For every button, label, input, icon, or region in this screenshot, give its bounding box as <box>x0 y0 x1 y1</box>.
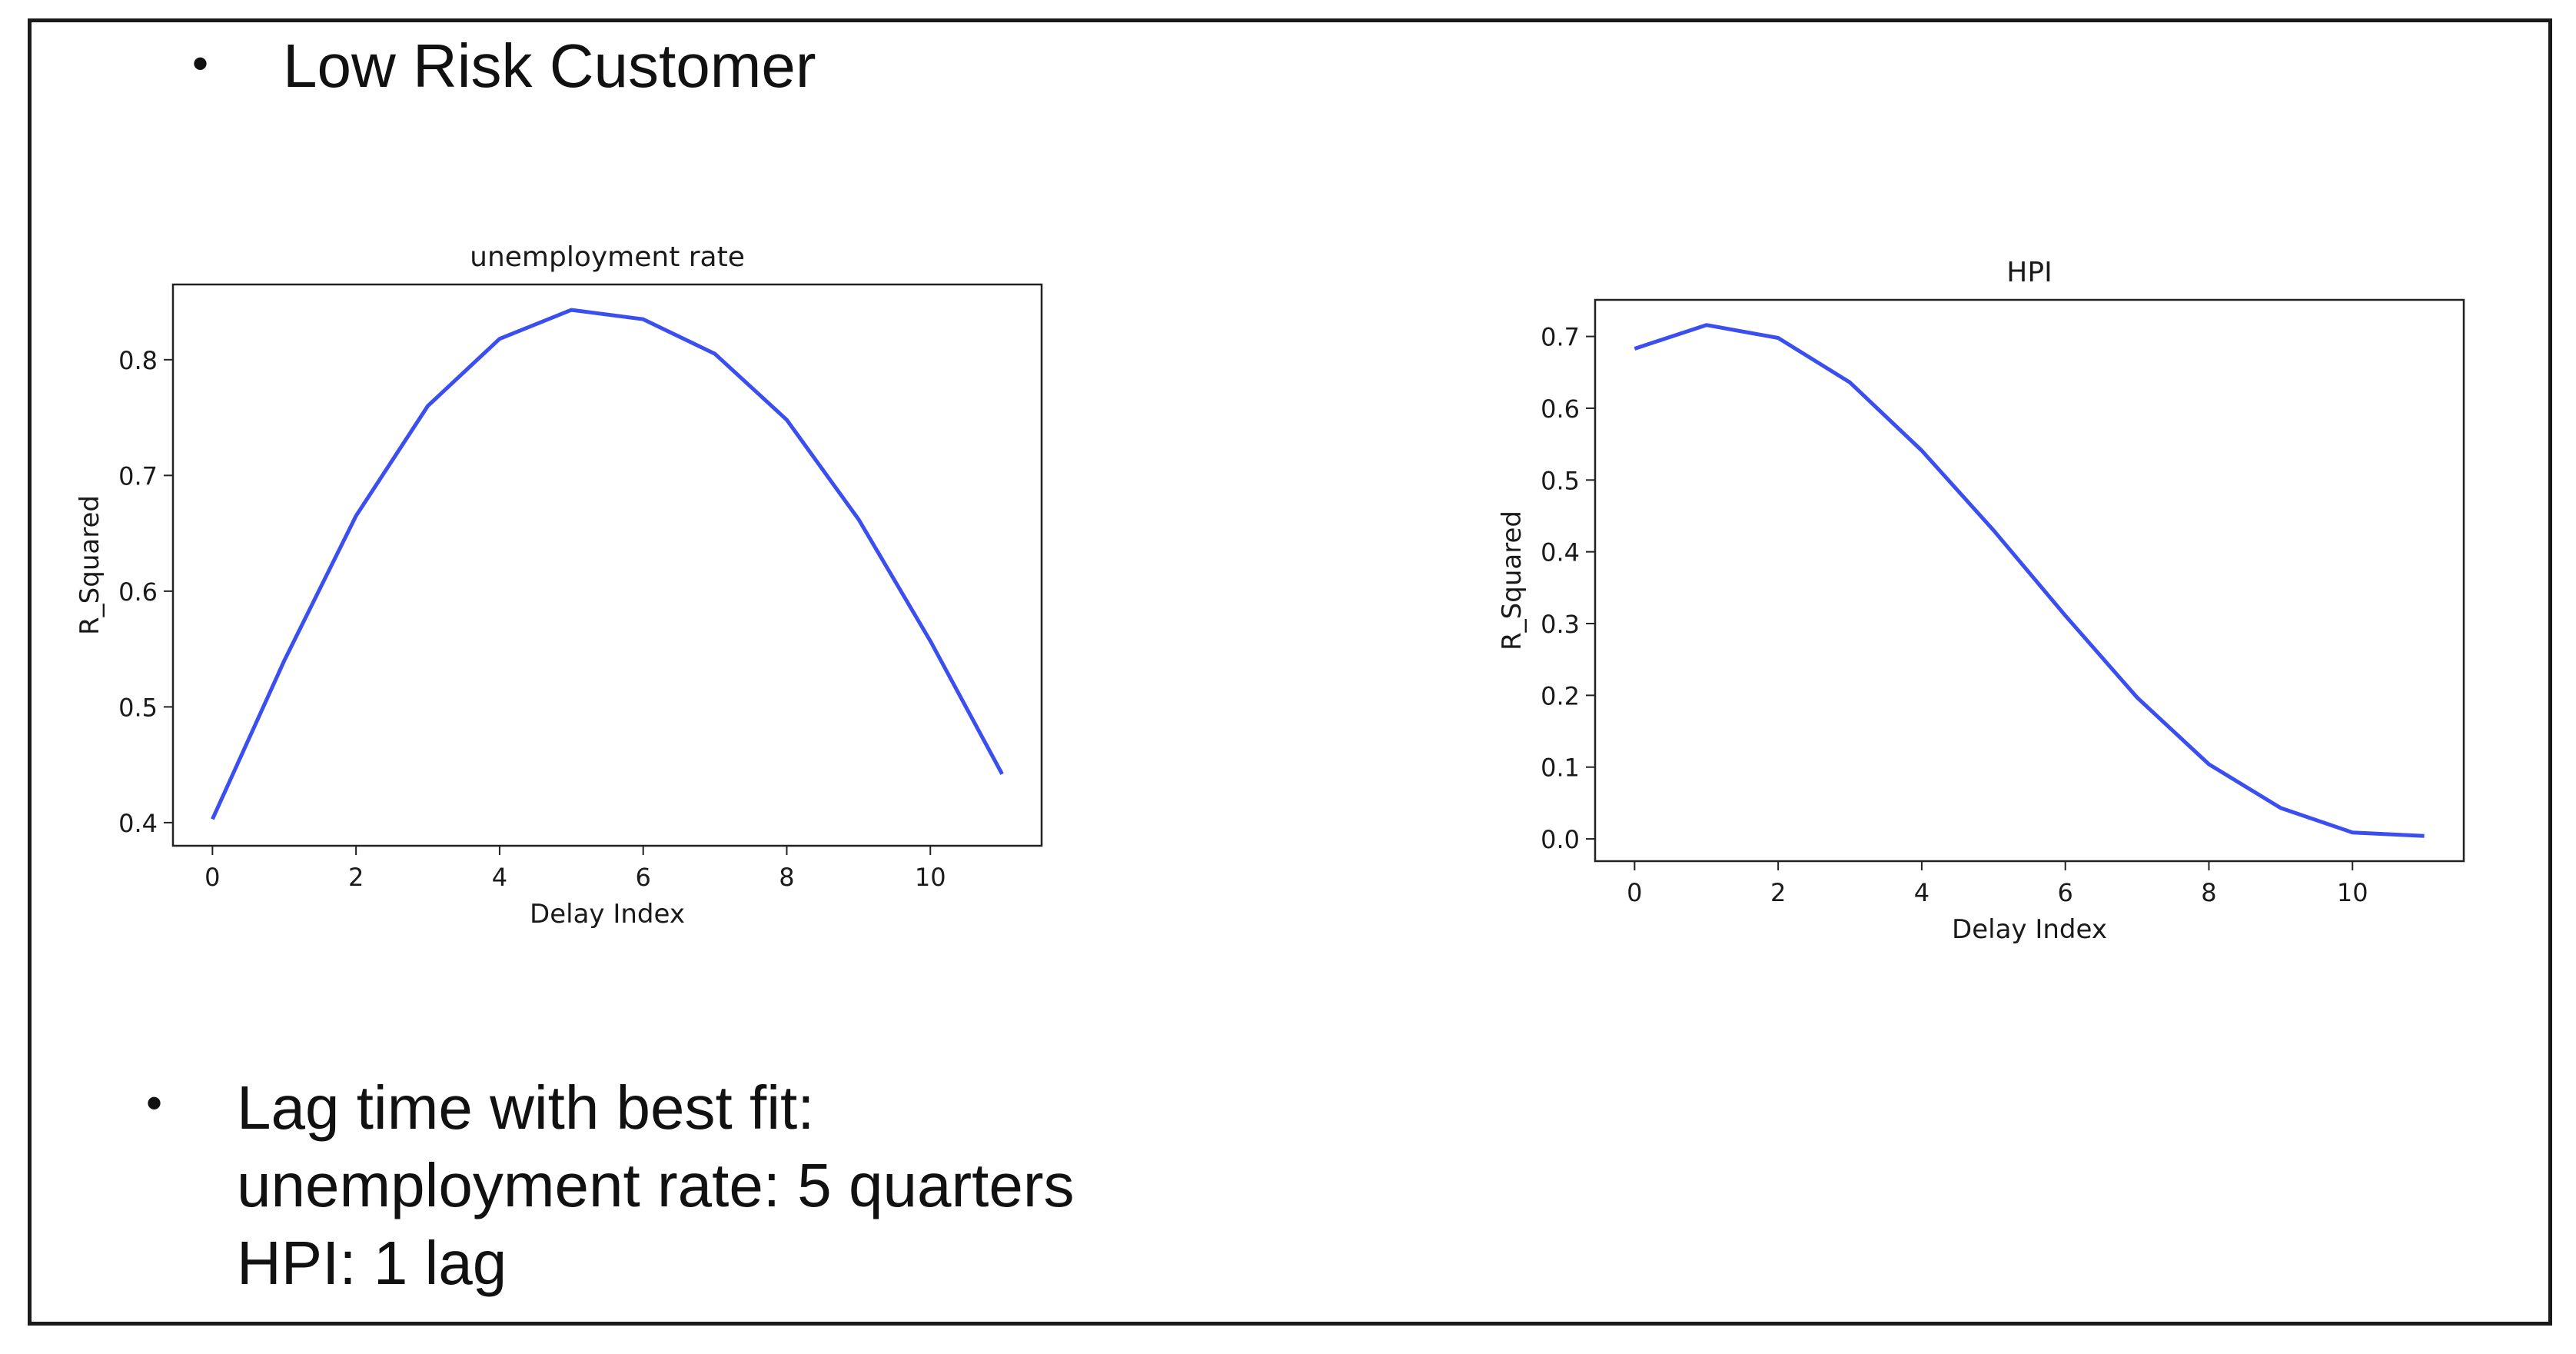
y-tick-label: 0.4 <box>1541 538 1580 567</box>
hpi-chart: HPI 0.0 0.1 0.2 0.3 0.4 0.5 0.6 0.7 0 2 4 6 8 10 Delay … <box>1497 257 2465 945</box>
y-tick-label: 0.5 <box>1541 466 1580 495</box>
y-tick-label: 0.7 <box>1541 323 1580 352</box>
x-tick-label: 8 <box>2201 878 2216 907</box>
x-axis-label: Delay Index <box>1952 914 2107 945</box>
y-tick-label: 0.5 <box>118 693 158 722</box>
y-tick-label: 0.6 <box>118 577 158 607</box>
notes-line: unemployment rate: 5 quarters <box>237 1151 1075 1219</box>
y-tick-label: 0.0 <box>1541 825 1580 854</box>
slide-heading: Low Risk Customer <box>283 32 816 100</box>
y-tick-label: 0.4 <box>118 809 158 838</box>
x-tick-label: 2 <box>1770 878 1786 907</box>
notes-line: Lag time with best fit: <box>237 1073 815 1142</box>
series-line <box>1634 323 2425 838</box>
y-tick-label: 0.8 <box>118 346 158 375</box>
x-tick-label: 10 <box>915 863 946 892</box>
y-tick-label: 0.2 <box>1541 681 1580 710</box>
y-tick-label: 0.7 <box>118 461 158 491</box>
x-tick-label: 4 <box>492 863 507 892</box>
series-line <box>211 308 1004 820</box>
chart-title: unemployment rate <box>470 241 745 273</box>
x-tick-label: 6 <box>636 863 651 892</box>
y-axis-label: R_Squared <box>75 495 105 635</box>
bullet-dot-icon: • <box>146 1077 163 1129</box>
unemployment-rate-chart: unemployment rate 0.4 0.5 0.6 0.7 0.8 0 2 4 6 8 10 D… <box>75 241 1043 930</box>
plot-frame <box>171 283 1043 847</box>
y-tick-label: 0.3 <box>1541 610 1580 639</box>
slide-frame <box>28 18 2552 1326</box>
x-tick-label: 4 <box>1914 878 1930 907</box>
x-tick-label: 0 <box>204 863 220 892</box>
y-tick-label: 0.6 <box>1541 394 1580 424</box>
y-tick-label: 0.1 <box>1541 754 1580 783</box>
x-tick-label: 8 <box>779 863 794 892</box>
x-tick-label: 0 <box>1627 878 1642 907</box>
x-tick-label: 2 <box>348 863 364 892</box>
bullet-dot-icon: • <box>192 38 209 89</box>
notes-text: Lag time with best fit: unemployment rat… <box>237 1069 1074 1302</box>
x-tick-label: 6 <box>2058 878 2073 907</box>
plot-frame <box>1594 298 2465 863</box>
chart-title: HPI <box>2006 257 2052 288</box>
notes-line: HPI: 1 lag <box>237 1229 507 1297</box>
y-axis-label: R_Squared <box>1497 511 1527 650</box>
x-tick-label: 10 <box>2337 878 2368 907</box>
x-axis-label: Delay Index <box>530 899 685 930</box>
